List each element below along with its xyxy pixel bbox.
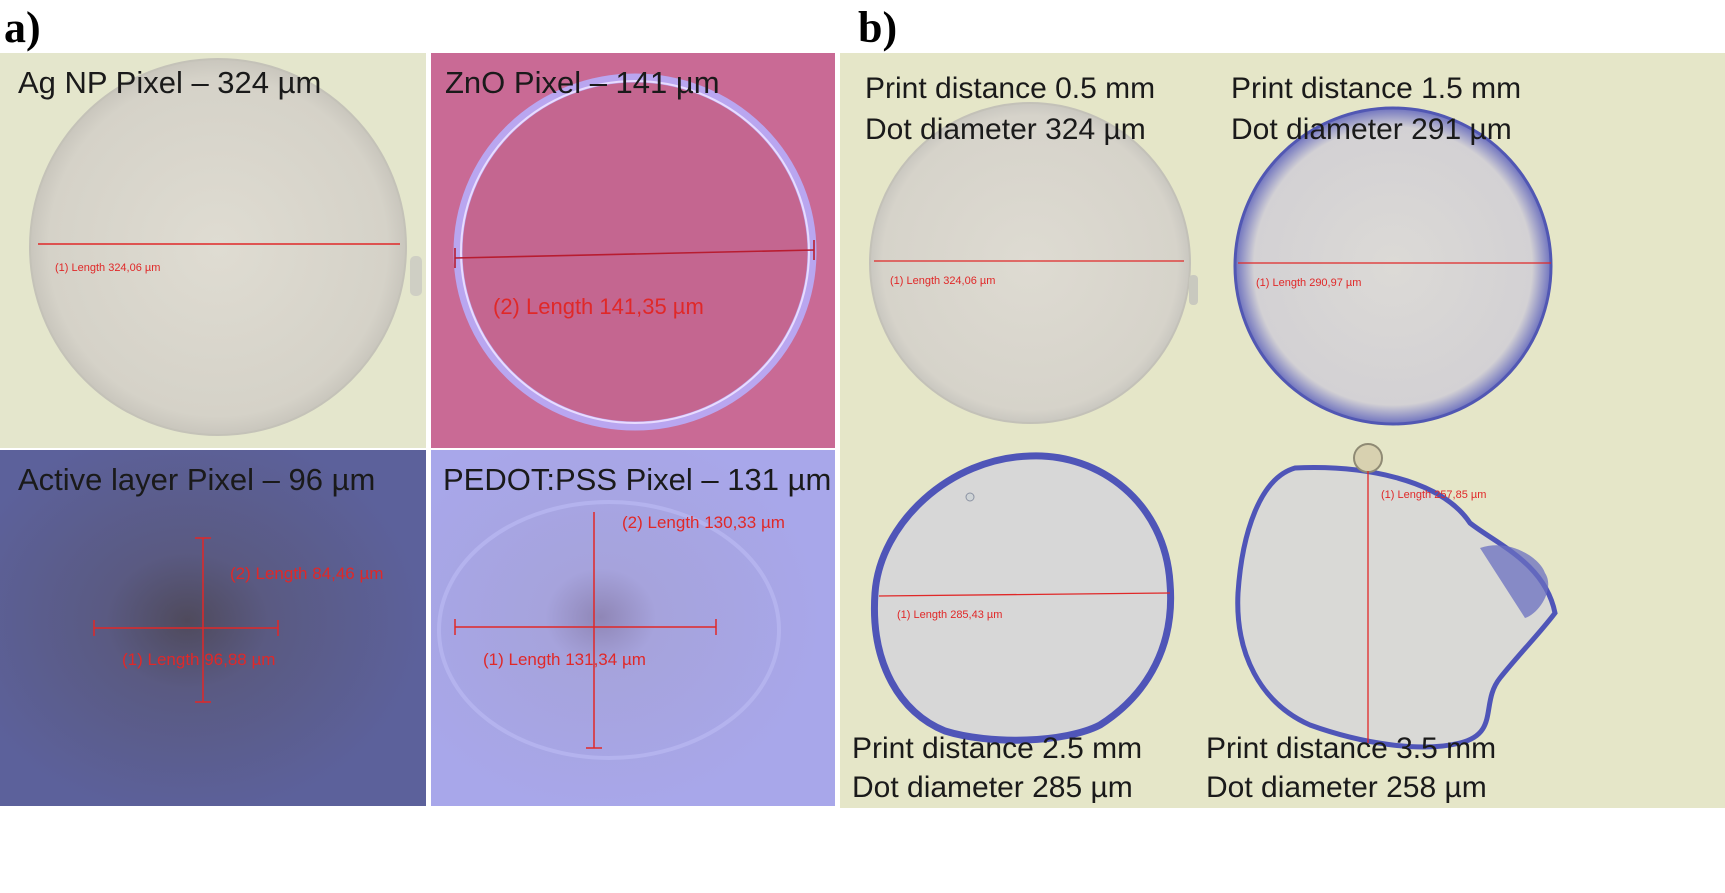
zno-caption: ZnO Pixel – 141 µm (445, 65, 720, 100)
ag-np-length-label: (1) Length 324,06 µm (55, 262, 161, 274)
dot-2-diameter: Dot diameter 291 µm (1231, 113, 1512, 146)
dot-4-print-distance: Print distance 3.5 mm (1206, 732, 1497, 765)
zno-micrograph: ZnO Pixel – 141 µm (2) Length 141,35 µm (431, 53, 835, 448)
dot-3-diameter: Dot diameter 285 µm (852, 771, 1133, 804)
zno-ring-image (453, 73, 817, 431)
pedot-pss-caption: PEDOT:PSS Pixel – 131 µm (443, 462, 832, 497)
dot-4-length-label: (1) Length 257,85 µm (1381, 489, 1487, 501)
panel-b-label: b) (858, 3, 898, 52)
dot-3-print-distance: Print distance 2.5 mm (852, 732, 1143, 765)
pedot-pss-image (431, 450, 835, 806)
pedot-pss-length-1-label: (1) Length 131,34 µm (483, 650, 646, 669)
ag-np-caption: Ag NP Pixel – 324 µm (18, 65, 322, 100)
ag-np-micrograph: Ag NP Pixel – 324 µm (1) Length 324,06 µ… (0, 53, 426, 448)
print-distance-dots-image (869, 102, 1558, 750)
pedot-pss-micrograph: PEDOT:PSS Pixel – 131 µm (2) Length 130,… (431, 450, 835, 806)
dot-3-length-label: (1) Length 285,43 µm (897, 609, 1003, 621)
dot-1-diameter: Dot diameter 324 µm (865, 113, 1146, 146)
pedot-pss-length-2-label: (2) Length 130,33 µm (622, 513, 785, 532)
dot-2-length-label: (1) Length 290,97 µm (1256, 277, 1362, 289)
dot-1-length-label: (1) Length 324,06 µm (890, 275, 996, 287)
active-layer-length-1-label: (1) Length 96,88 µm (122, 650, 276, 669)
active-layer-image (0, 450, 426, 806)
active-layer-caption: Active layer Pixel – 96 µm (18, 462, 376, 497)
ag-np-dot-image (29, 58, 422, 436)
active-layer-length-2-label: (2) Length 84,46 µm (230, 564, 384, 583)
dot-4-diameter: Dot diameter 258 µm (1206, 771, 1487, 804)
dot-1-print-distance: Print distance 0.5 mm (865, 72, 1156, 105)
panel-a-label: a) (4, 3, 41, 52)
zno-length-label: (2) Length 141,35 µm (493, 294, 704, 319)
print-distance-micrograph-panel: Print distance 0.5 mm Dot diameter 324 µ… (840, 53, 1725, 808)
dot-2-print-distance: Print distance 1.5 mm (1231, 72, 1522, 105)
active-layer-micrograph: Active layer Pixel – 96 µm (2) Length 84… (0, 450, 426, 806)
